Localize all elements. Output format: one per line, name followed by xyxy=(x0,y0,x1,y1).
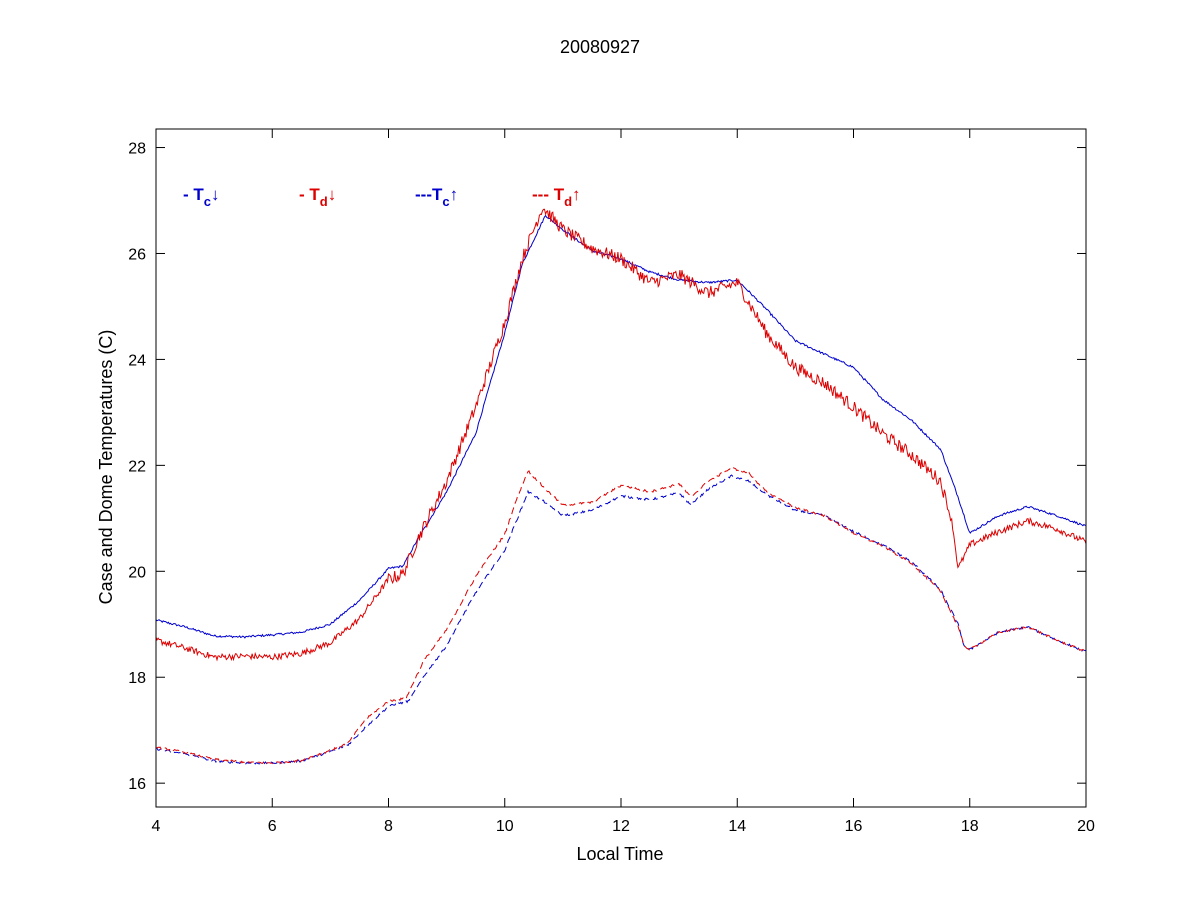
x-tick-label: 6 xyxy=(268,818,277,835)
y-tick-label: 28 xyxy=(128,141,146,158)
y-tick-label: 20 xyxy=(128,564,146,581)
ticks-layer: 4 6 8 10 12 14 16 18 20 16 18 20 22 24 26 28 xyxy=(128,129,1095,835)
y-tick-label: 24 xyxy=(128,352,146,369)
series-layer xyxy=(155,208,1087,765)
y-tick-label: 16 xyxy=(128,776,146,793)
series-line-4 xyxy=(155,466,1087,765)
x-tick-label: 16 xyxy=(845,818,863,835)
y-axis-label: Case and Dome Temperatures (C) xyxy=(96,330,116,605)
series-line-1 xyxy=(155,214,1086,639)
y-tick-label: 26 xyxy=(128,246,146,263)
x-tick-label: 8 xyxy=(384,818,393,835)
x-tick-label: 18 xyxy=(961,818,979,835)
chart-title: 20080927 xyxy=(560,37,640,57)
series-line-2 xyxy=(155,208,1087,662)
y-tick-label: 22 xyxy=(128,458,146,475)
x-tick-label: 12 xyxy=(612,818,630,835)
y-tick-label: 18 xyxy=(128,670,146,687)
x-tick-label: 20 xyxy=(1077,818,1095,835)
x-axis-label: Local Time xyxy=(576,844,663,864)
x-tick-label: 14 xyxy=(728,818,746,835)
x-tick-label: 10 xyxy=(496,818,514,835)
series-line-3 xyxy=(155,474,1087,765)
x-tick-label: 4 xyxy=(152,818,161,835)
